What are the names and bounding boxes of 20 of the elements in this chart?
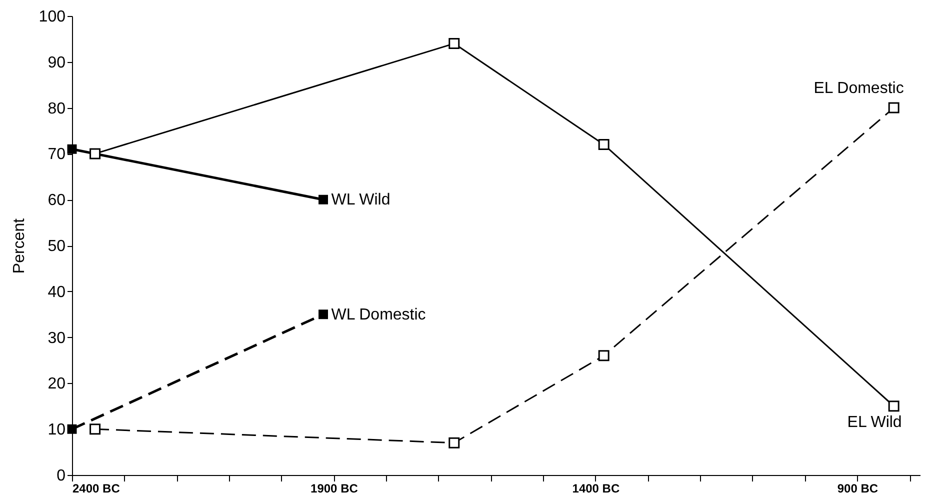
y-tick-label: 50: [48, 238, 66, 255]
y-tick-label: 20: [48, 376, 66, 393]
series-label: WL Domestic: [331, 306, 426, 324]
y-tick-label: 80: [48, 100, 66, 118]
series-label: EL Domestic: [814, 80, 904, 97]
x-tick-label: 2400 BC: [72, 482, 120, 496]
y-tick-label: 100: [38, 8, 66, 26]
x-tick-label: 1400 BC: [572, 482, 620, 496]
y-tick-label: 60: [48, 192, 66, 210]
y-tick-label: 10: [48, 422, 66, 439]
x-tick-label: 900 BC: [837, 482, 878, 496]
y-tick-label: 70: [48, 146, 66, 164]
x-tick-label: 1900 BC: [310, 482, 358, 496]
y-tick-label: 30: [48, 330, 66, 347]
y-tick-label: 90: [48, 54, 66, 72]
series-label: WL Wild: [331, 192, 390, 209]
y-axis-title: Percent: [10, 218, 28, 274]
y-tick-label: 0: [56, 468, 66, 484]
series-label: EL Wild: [847, 414, 902, 432]
y-tick-label: 40: [48, 284, 66, 301]
